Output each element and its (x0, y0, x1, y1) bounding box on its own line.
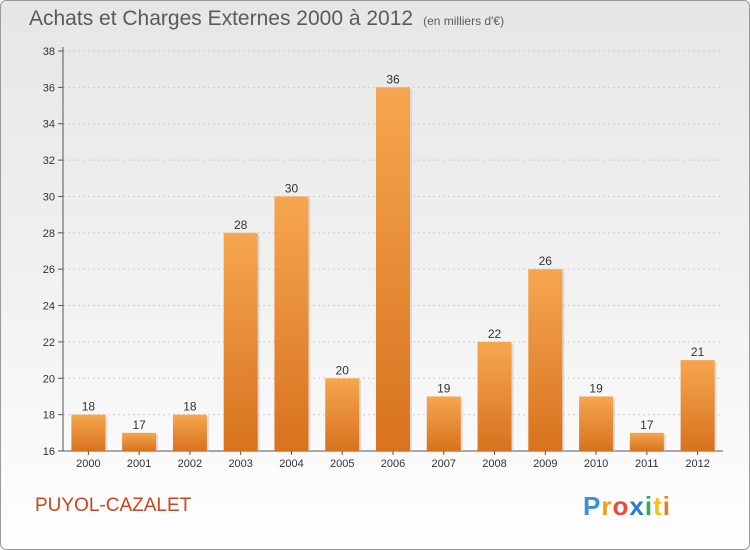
bar (579, 396, 614, 451)
bar (629, 432, 664, 451)
x-tick-label: 2012 (685, 458, 709, 470)
bar (274, 196, 309, 451)
logo-letter: t (653, 491, 663, 521)
y-tick-label: 32 (43, 155, 55, 167)
y-tick-label: 28 (43, 228, 55, 240)
x-tick-label: 2004 (279, 458, 303, 470)
bar (376, 87, 410, 451)
bar-value-label: 30 (285, 181, 299, 195)
bar-value-label: 18 (183, 400, 197, 414)
bar-value-label: 36 (386, 72, 400, 86)
chart-title-text: Achats et Charges Externes 2000 à 2012 (29, 7, 414, 30)
x-tick-label: 2011 (635, 458, 659, 470)
logo-letter: P (583, 491, 602, 521)
logo-letter: i (644, 491, 654, 521)
bar-value-label: 22 (488, 327, 502, 341)
proxiti-logo: Proxiti (583, 491, 671, 522)
bar (477, 341, 512, 451)
bar-value-label: 17 (132, 418, 146, 432)
x-tick-label: 2005 (330, 458, 354, 470)
bar (122, 432, 157, 451)
chart-title: Achats et Charges Externes 2000 à 2012 (e… (29, 7, 504, 31)
y-tick-label: 22 (43, 337, 55, 349)
bar (223, 232, 258, 451)
bar (680, 360, 715, 451)
logo-letter: x (629, 491, 645, 521)
x-tick-label: 2002 (178, 458, 202, 470)
bar (71, 414, 106, 451)
y-tick-label: 24 (43, 301, 55, 313)
bar-value-label: 28 (234, 218, 248, 232)
logo-letter: o (612, 491, 630, 521)
bar-value-label: 21 (691, 345, 705, 359)
bar (426, 396, 461, 451)
y-tick-label: 16 (43, 446, 55, 458)
chart-subtitle: (en milliers d'€) (423, 14, 505, 28)
x-tick-label: 2003 (228, 458, 252, 470)
y-tick-label: 20 (43, 373, 55, 385)
bar-value-label: 20 (336, 363, 350, 377)
x-tick-label: 2007 (432, 458, 456, 470)
x-tick-label: 2010 (584, 458, 608, 470)
bar-value-label: 26 (539, 254, 553, 268)
bar (172, 414, 207, 451)
bar-value-label: 17 (640, 418, 654, 432)
x-tick-label: 2008 (482, 458, 506, 470)
x-tick-label: 2000 (76, 458, 100, 470)
x-tick-label: 2006 (381, 458, 405, 470)
y-tick-label: 30 (43, 191, 55, 203)
bar-value-label: 18 (82, 400, 96, 414)
y-tick-label: 36 (43, 82, 55, 94)
logo-letter: r (601, 491, 613, 521)
bar (528, 269, 563, 451)
location-label: PUYOL-CAZALET (35, 495, 192, 516)
y-tick-label: 34 (43, 119, 55, 131)
logo-letter: i (662, 491, 671, 521)
y-tick-label: 26 (43, 264, 55, 276)
bar-value-label: 19 (437, 381, 451, 395)
bar-value-label: 19 (589, 381, 603, 395)
bar (325, 378, 360, 451)
x-tick-label: 2009 (533, 458, 557, 470)
y-tick-label: 38 (43, 46, 55, 58)
x-tick-label: 2001 (127, 458, 151, 470)
y-tick-label: 18 (43, 410, 55, 422)
